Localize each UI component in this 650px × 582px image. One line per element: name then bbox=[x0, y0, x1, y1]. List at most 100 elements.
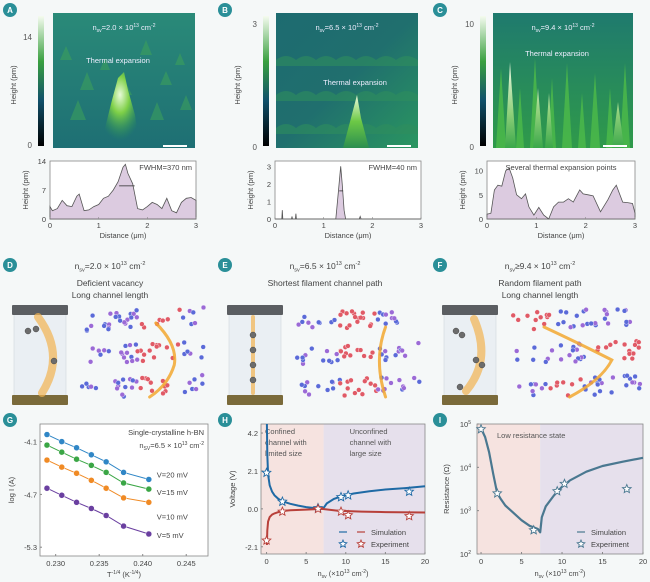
x-label-unit-exp: -2 bbox=[579, 569, 584, 575]
lattice-atom bbox=[141, 352, 147, 358]
data-point-series-3 bbox=[73, 499, 80, 506]
plot-frame bbox=[476, 423, 644, 555]
bottom-electrode bbox=[12, 395, 68, 405]
data-point-series-2 bbox=[88, 477, 95, 484]
lattice-atom bbox=[382, 357, 389, 363]
lattice-atom bbox=[361, 353, 367, 359]
lattice-atom bbox=[574, 313, 580, 319]
lattice-atom bbox=[411, 375, 417, 381]
experiment-star-0 bbox=[261, 467, 272, 478]
lattice-atom bbox=[578, 376, 584, 383]
data-point-series-0 bbox=[88, 451, 95, 459]
plot-frame bbox=[274, 160, 422, 220]
lattice-atom bbox=[128, 314, 134, 321]
lattice-atom bbox=[147, 347, 153, 354]
x-tick-label: 20 bbox=[421, 557, 429, 566]
lattice-atom bbox=[130, 377, 136, 384]
profile-area bbox=[275, 166, 421, 220]
lattice-atom bbox=[569, 381, 575, 387]
caption-e-line1: Shortest filament channel path bbox=[267, 277, 383, 288]
colorbar-b-max: 3 bbox=[253, 20, 258, 29]
lattice-atom bbox=[533, 317, 539, 323]
legend-label-1: V=15 mV bbox=[157, 488, 188, 497]
lattice-atom bbox=[154, 343, 160, 350]
lattice-atom bbox=[603, 344, 609, 351]
lattice-atom bbox=[299, 354, 306, 361]
lattice-atom bbox=[302, 388, 308, 394]
metal-ion bbox=[24, 327, 32, 335]
lattice-atom bbox=[320, 357, 326, 364]
x-label-rest: (×10 bbox=[544, 569, 561, 578]
lattice-atom bbox=[134, 314, 140, 320]
data-point-series-0 bbox=[102, 458, 110, 466]
lattice-atom bbox=[375, 316, 381, 323]
panel-f: F nsv≥9.4 × 1013 cm-2 Random filament pa… bbox=[430, 255, 650, 410]
y-tick-label: -2.1 bbox=[245, 543, 258, 552]
metal-ion bbox=[478, 361, 486, 369]
x-label-main: T bbox=[107, 570, 112, 579]
colorbar-b-min: 0 bbox=[253, 143, 258, 152]
lattice-atom bbox=[131, 311, 137, 317]
lattice-atom bbox=[135, 348, 141, 354]
experiment-star-0 bbox=[342, 489, 354, 500]
lattice-atom bbox=[349, 308, 355, 315]
y-tick-base: 10 bbox=[460, 420, 468, 429]
lattice-atom bbox=[87, 359, 94, 365]
lattice-atom bbox=[309, 345, 315, 352]
lattice-atom bbox=[117, 318, 123, 324]
panel-badge-a: A bbox=[3, 3, 17, 17]
region-label-1-2: large size bbox=[350, 449, 382, 458]
metal-ion bbox=[32, 325, 40, 333]
lattice-atom bbox=[113, 314, 119, 320]
lattice-atom bbox=[148, 380, 154, 386]
x-tick-label: 3 bbox=[419, 221, 423, 230]
lattice-filament bbox=[542, 325, 614, 399]
y-axis-label: Voltage (V) bbox=[228, 470, 237, 508]
data-point-series-3 bbox=[102, 512, 110, 519]
y-tick-base: 10 bbox=[460, 507, 468, 516]
y-tick-label: -4.1 bbox=[24, 438, 37, 447]
y-axis-label: Height (pm) bbox=[246, 170, 255, 210]
lattice-atom bbox=[615, 306, 621, 313]
schematic-e bbox=[227, 305, 422, 405]
y-tick-label: 10 bbox=[475, 167, 483, 176]
experiment-star-0 bbox=[276, 495, 288, 507]
y-tick-label: 2 bbox=[267, 180, 271, 189]
lattice-atom bbox=[79, 383, 85, 390]
bottom-electrode bbox=[442, 395, 498, 405]
lattice-atom bbox=[416, 379, 422, 385]
lattice-atom bbox=[583, 307, 589, 313]
lattice-atom bbox=[299, 382, 305, 388]
lattice-atom bbox=[516, 383, 522, 390]
lattice-atom bbox=[580, 322, 586, 328]
x-axis-label: nsv (×1013 cm-2) bbox=[317, 569, 369, 580]
panel-badge-i: I bbox=[433, 413, 447, 427]
lattice-atom bbox=[607, 342, 613, 348]
lattice-atom bbox=[399, 347, 405, 354]
data-point-series-1 bbox=[120, 479, 127, 487]
lattice-atom bbox=[295, 322, 302, 328]
region-label-0-0: Confined bbox=[265, 427, 295, 436]
lattice-atom bbox=[88, 323, 94, 329]
y-tick-label: 14 bbox=[38, 157, 46, 166]
lattice-atom bbox=[415, 340, 422, 346]
x-label-rest: (×10 bbox=[327, 569, 344, 578]
lattice-atom bbox=[342, 392, 348, 399]
y-tick-label: 0 bbox=[479, 215, 483, 224]
subtitle-unit-exp: -2 bbox=[200, 441, 205, 447]
lattice-atom bbox=[531, 326, 537, 332]
lattice-atom bbox=[187, 380, 193, 386]
lattice-atom bbox=[129, 358, 135, 364]
lattice-atom bbox=[193, 386, 199, 392]
x-tick-label: 0.230 bbox=[46, 559, 65, 568]
afm-image-b-svg: 3 0 Height (pm) nsv=6.5 × 1013 cm-2 Ther… bbox=[233, 13, 418, 152]
lattice-atom bbox=[382, 348, 388, 354]
lattice-atom bbox=[402, 353, 408, 359]
lattice-atom bbox=[140, 358, 146, 364]
data-point-series-2 bbox=[120, 494, 127, 502]
lattice-atom bbox=[555, 321, 561, 327]
lattice-atom bbox=[538, 314, 544, 320]
data-point-series-1 bbox=[73, 455, 80, 463]
lattice-atom bbox=[610, 374, 616, 381]
lattice-atom bbox=[636, 385, 642, 391]
